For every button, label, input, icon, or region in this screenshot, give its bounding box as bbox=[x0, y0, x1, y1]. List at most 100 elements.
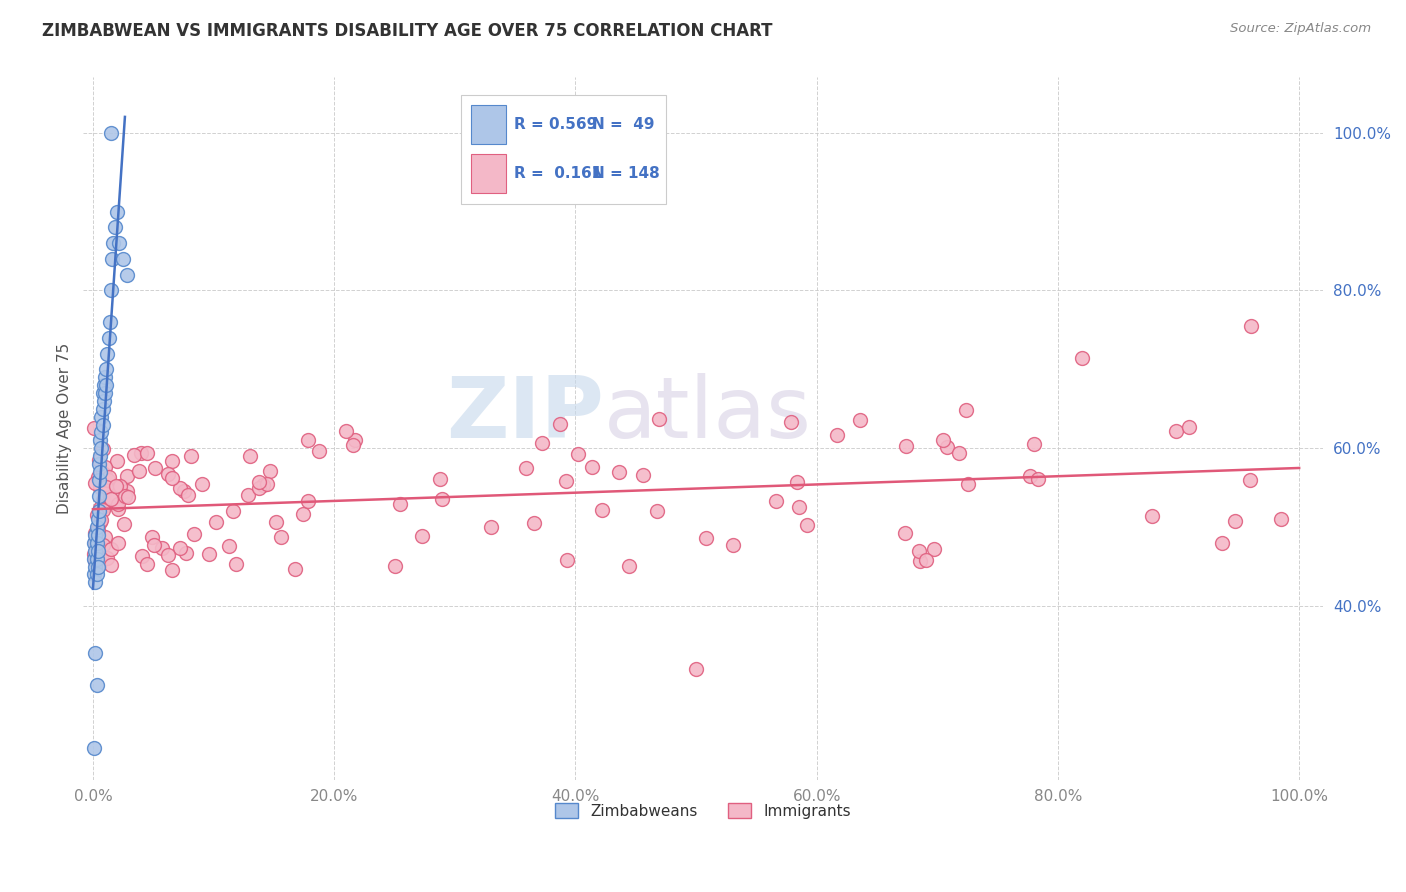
Point bbox=[135, 557, 157, 571]
Point bbox=[94, 370, 117, 384]
Point bbox=[430, 492, 453, 507]
Point bbox=[1142, 509, 1164, 524]
Point bbox=[1177, 419, 1199, 434]
Point bbox=[117, 469, 139, 483]
Point bbox=[908, 544, 931, 558]
Point bbox=[796, 518, 818, 533]
Point bbox=[150, 541, 173, 555]
Point bbox=[91, 442, 114, 456]
Point bbox=[100, 491, 122, 506]
Point bbox=[94, 460, 117, 475]
Point bbox=[607, 465, 630, 479]
Point bbox=[98, 490, 121, 504]
Point bbox=[1239, 474, 1261, 488]
Point bbox=[103, 236, 125, 251]
Point bbox=[344, 433, 367, 447]
Point bbox=[93, 467, 115, 482]
Point bbox=[411, 528, 433, 542]
Y-axis label: Disability Age Over 75: Disability Age Over 75 bbox=[58, 343, 72, 514]
Point bbox=[105, 204, 128, 219]
FancyBboxPatch shape bbox=[471, 153, 506, 193]
Point bbox=[162, 471, 184, 485]
Point bbox=[89, 515, 111, 529]
Point bbox=[685, 662, 707, 676]
Point bbox=[112, 517, 135, 532]
Point bbox=[100, 284, 122, 298]
Point bbox=[90, 549, 112, 564]
Point bbox=[87, 489, 110, 503]
Point bbox=[131, 445, 153, 459]
Point bbox=[169, 482, 191, 496]
Point bbox=[389, 497, 412, 511]
Point bbox=[90, 513, 112, 527]
Point bbox=[131, 549, 153, 564]
Point bbox=[86, 520, 108, 534]
Text: N =  49: N = 49 bbox=[592, 117, 654, 132]
Point bbox=[896, 439, 918, 453]
FancyBboxPatch shape bbox=[471, 104, 506, 144]
Point bbox=[567, 447, 589, 461]
Point bbox=[89, 434, 111, 448]
Point bbox=[105, 479, 128, 493]
Point bbox=[335, 425, 357, 439]
Point bbox=[1071, 351, 1094, 365]
Point bbox=[1270, 511, 1292, 525]
Point bbox=[89, 465, 111, 479]
Text: ZIP: ZIP bbox=[446, 373, 605, 456]
Point bbox=[87, 528, 110, 542]
Point bbox=[87, 523, 110, 537]
Point bbox=[591, 503, 613, 517]
Point bbox=[84, 525, 107, 540]
Point bbox=[849, 413, 872, 427]
Point bbox=[270, 530, 292, 544]
Point bbox=[136, 446, 159, 460]
Point bbox=[721, 538, 744, 552]
Point bbox=[110, 478, 132, 492]
Point bbox=[384, 559, 406, 574]
Point bbox=[86, 551, 108, 566]
Point bbox=[94, 480, 117, 494]
Point bbox=[96, 362, 118, 376]
Point bbox=[236, 488, 259, 502]
Point bbox=[86, 554, 108, 568]
Point bbox=[247, 475, 270, 489]
Point bbox=[83, 554, 105, 568]
Point bbox=[93, 393, 115, 408]
Point bbox=[108, 236, 131, 251]
Point bbox=[87, 473, 110, 487]
Point bbox=[107, 536, 129, 550]
Point bbox=[83, 420, 105, 434]
Point bbox=[87, 470, 110, 484]
Point bbox=[523, 516, 546, 530]
Point bbox=[96, 378, 118, 392]
Point bbox=[948, 446, 970, 460]
Point bbox=[86, 536, 108, 550]
Point bbox=[291, 507, 314, 521]
Point bbox=[114, 490, 136, 504]
Text: N = 148: N = 148 bbox=[592, 166, 659, 181]
Point bbox=[198, 547, 221, 561]
Point bbox=[101, 252, 124, 266]
Point bbox=[107, 498, 129, 512]
Point bbox=[83, 567, 105, 582]
Point bbox=[91, 466, 114, 480]
Text: atlas: atlas bbox=[605, 373, 813, 456]
Point bbox=[247, 481, 270, 495]
Point bbox=[112, 252, 135, 266]
Point bbox=[894, 525, 917, 540]
Point bbox=[256, 477, 278, 491]
Point bbox=[87, 544, 110, 558]
Point bbox=[89, 453, 111, 467]
Point bbox=[180, 449, 202, 463]
Point bbox=[183, 527, 205, 541]
Point bbox=[128, 464, 150, 478]
Point bbox=[86, 548, 108, 562]
Text: R =  0.161: R = 0.161 bbox=[513, 166, 602, 181]
Point bbox=[83, 547, 105, 561]
Point bbox=[97, 473, 120, 487]
Point bbox=[531, 436, 554, 450]
Point bbox=[162, 454, 184, 468]
Point bbox=[100, 542, 122, 557]
Point bbox=[581, 459, 603, 474]
Point bbox=[222, 504, 245, 518]
